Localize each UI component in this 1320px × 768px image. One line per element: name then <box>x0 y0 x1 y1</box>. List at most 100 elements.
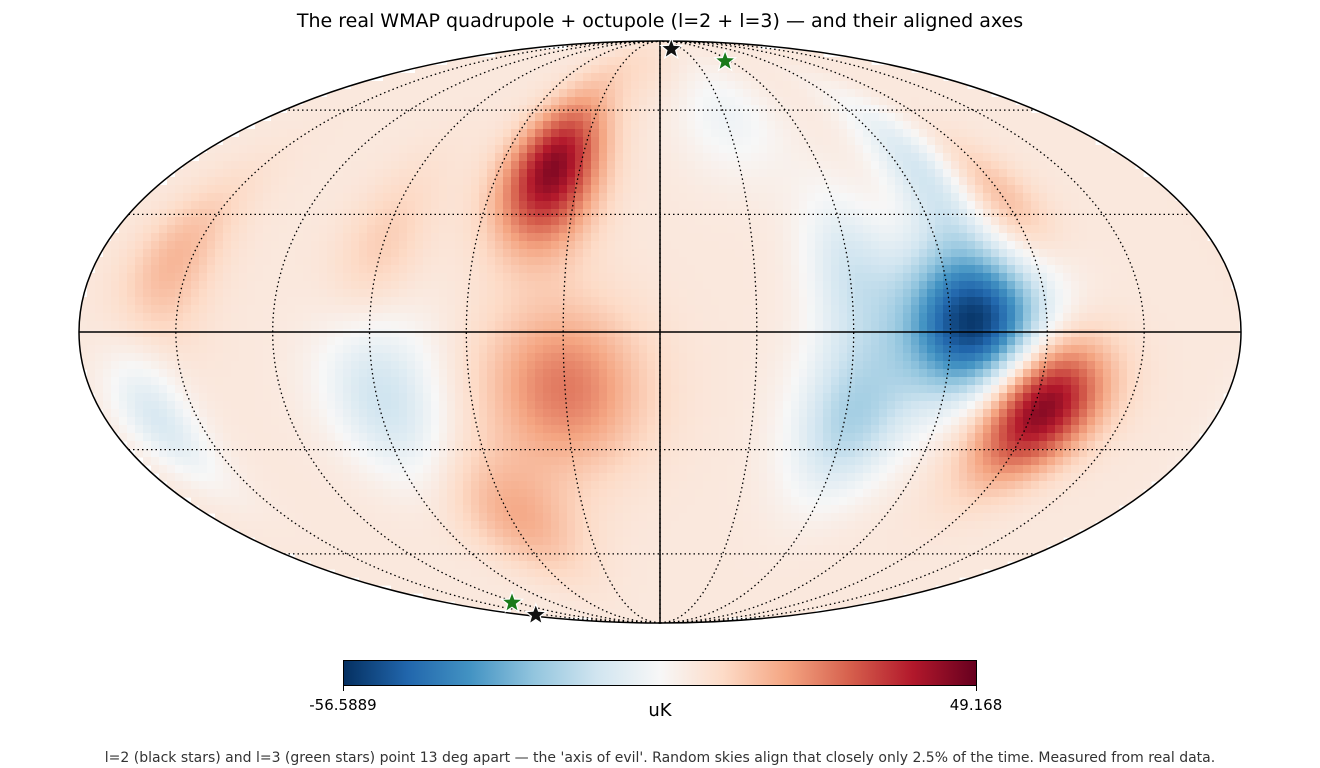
sky-cell <box>495 329 504 338</box>
sky-cell <box>711 145 720 154</box>
sky-cell <box>431 193 440 202</box>
sky-cell <box>735 49 744 58</box>
sky-cell <box>959 313 968 322</box>
sky-cell <box>207 329 216 338</box>
sky-cell <box>383 305 392 314</box>
sky-cell <box>791 153 800 162</box>
sky-cell <box>687 153 696 162</box>
sky-cell <box>455 225 464 234</box>
sky-cell <box>1111 177 1120 186</box>
sky-cell <box>959 273 968 282</box>
sky-cell <box>567 361 576 370</box>
sky-cell <box>175 305 184 314</box>
sky-cell <box>607 185 616 194</box>
sky-cell <box>551 81 560 90</box>
sky-cell <box>247 353 256 362</box>
sky-cell <box>727 241 736 250</box>
sky-cell <box>391 297 400 306</box>
sky-cell <box>223 321 232 330</box>
sky-cell <box>191 369 200 378</box>
sky-cell <box>983 169 992 178</box>
sky-cell <box>1175 297 1184 306</box>
sky-cell <box>247 313 256 322</box>
sky-cell <box>127 369 136 378</box>
sky-cell <box>607 241 616 250</box>
sky-cell <box>495 297 504 306</box>
sky-cell <box>807 161 816 170</box>
sky-cell <box>535 89 544 98</box>
sky-cell <box>543 321 552 330</box>
sky-cell <box>615 369 624 378</box>
sky-cell <box>879 225 888 234</box>
sky-cell <box>359 209 368 218</box>
sky-cell <box>1183 289 1192 298</box>
sky-cell <box>167 241 176 250</box>
sky-cell <box>967 241 976 250</box>
sky-cell <box>615 153 624 162</box>
sky-cell <box>263 241 272 250</box>
sky-cell <box>399 129 408 138</box>
sky-cell <box>639 161 648 170</box>
sky-cell <box>495 81 504 90</box>
sky-cell <box>263 361 272 370</box>
sky-cell <box>119 305 128 314</box>
sky-cell <box>823 241 832 250</box>
sky-cell <box>343 193 352 202</box>
sky-cell <box>511 217 520 226</box>
sky-cell <box>759 153 768 162</box>
sky-cell <box>407 337 416 346</box>
sky-cell <box>743 305 752 314</box>
sky-cell <box>743 233 752 242</box>
sky-cell <box>935 345 944 354</box>
sky-cell <box>927 153 936 162</box>
sky-cell <box>1111 169 1120 178</box>
sky-cell <box>479 329 488 338</box>
sky-cell <box>607 353 616 362</box>
sky-cell <box>527 321 536 330</box>
sky-cell <box>919 345 928 354</box>
sky-cell <box>783 313 792 322</box>
sky-cell <box>327 289 336 298</box>
sky-cell <box>559 129 568 138</box>
sky-cell <box>79 329 88 338</box>
sky-cell <box>1175 321 1184 330</box>
sky-cell <box>975 89 984 98</box>
sky-cell <box>1023 169 1032 178</box>
sky-cell <box>871 105 880 114</box>
sky-cell <box>887 113 896 122</box>
sky-cell <box>1031 337 1040 346</box>
sky-cell <box>1111 289 1120 298</box>
sky-cell <box>871 289 880 298</box>
sky-cell <box>863 289 872 298</box>
sky-cell <box>535 81 544 90</box>
sky-cell <box>87 353 96 362</box>
sky-cell <box>863 161 872 170</box>
sky-cell <box>895 273 904 282</box>
sky-cell <box>407 321 416 330</box>
sky-cell <box>391 217 400 226</box>
sky-cell <box>391 329 400 338</box>
sky-cell <box>207 265 216 274</box>
sky-cell <box>567 65 576 74</box>
sky-cell <box>207 233 216 242</box>
sky-cell <box>175 337 184 346</box>
sky-cell <box>215 361 224 370</box>
sky-cell <box>575 265 584 274</box>
sky-cell <box>463 57 472 66</box>
sky-cell <box>151 257 160 266</box>
sky-cell <box>303 225 312 234</box>
sky-cell <box>631 177 640 186</box>
sky-cell <box>711 265 720 274</box>
sky-cell <box>895 193 904 202</box>
sky-cell <box>1007 201 1016 210</box>
sky-cell <box>1047 361 1056 370</box>
sky-cell <box>439 201 448 210</box>
sky-cell <box>271 225 280 234</box>
sky-cell <box>807 169 816 178</box>
sky-cell <box>855 361 864 370</box>
sky-cell <box>607 225 616 234</box>
sky-cell <box>727 209 736 218</box>
sky-cell <box>959 337 968 346</box>
sky-cell <box>887 345 896 354</box>
sky-cell <box>191 361 200 370</box>
